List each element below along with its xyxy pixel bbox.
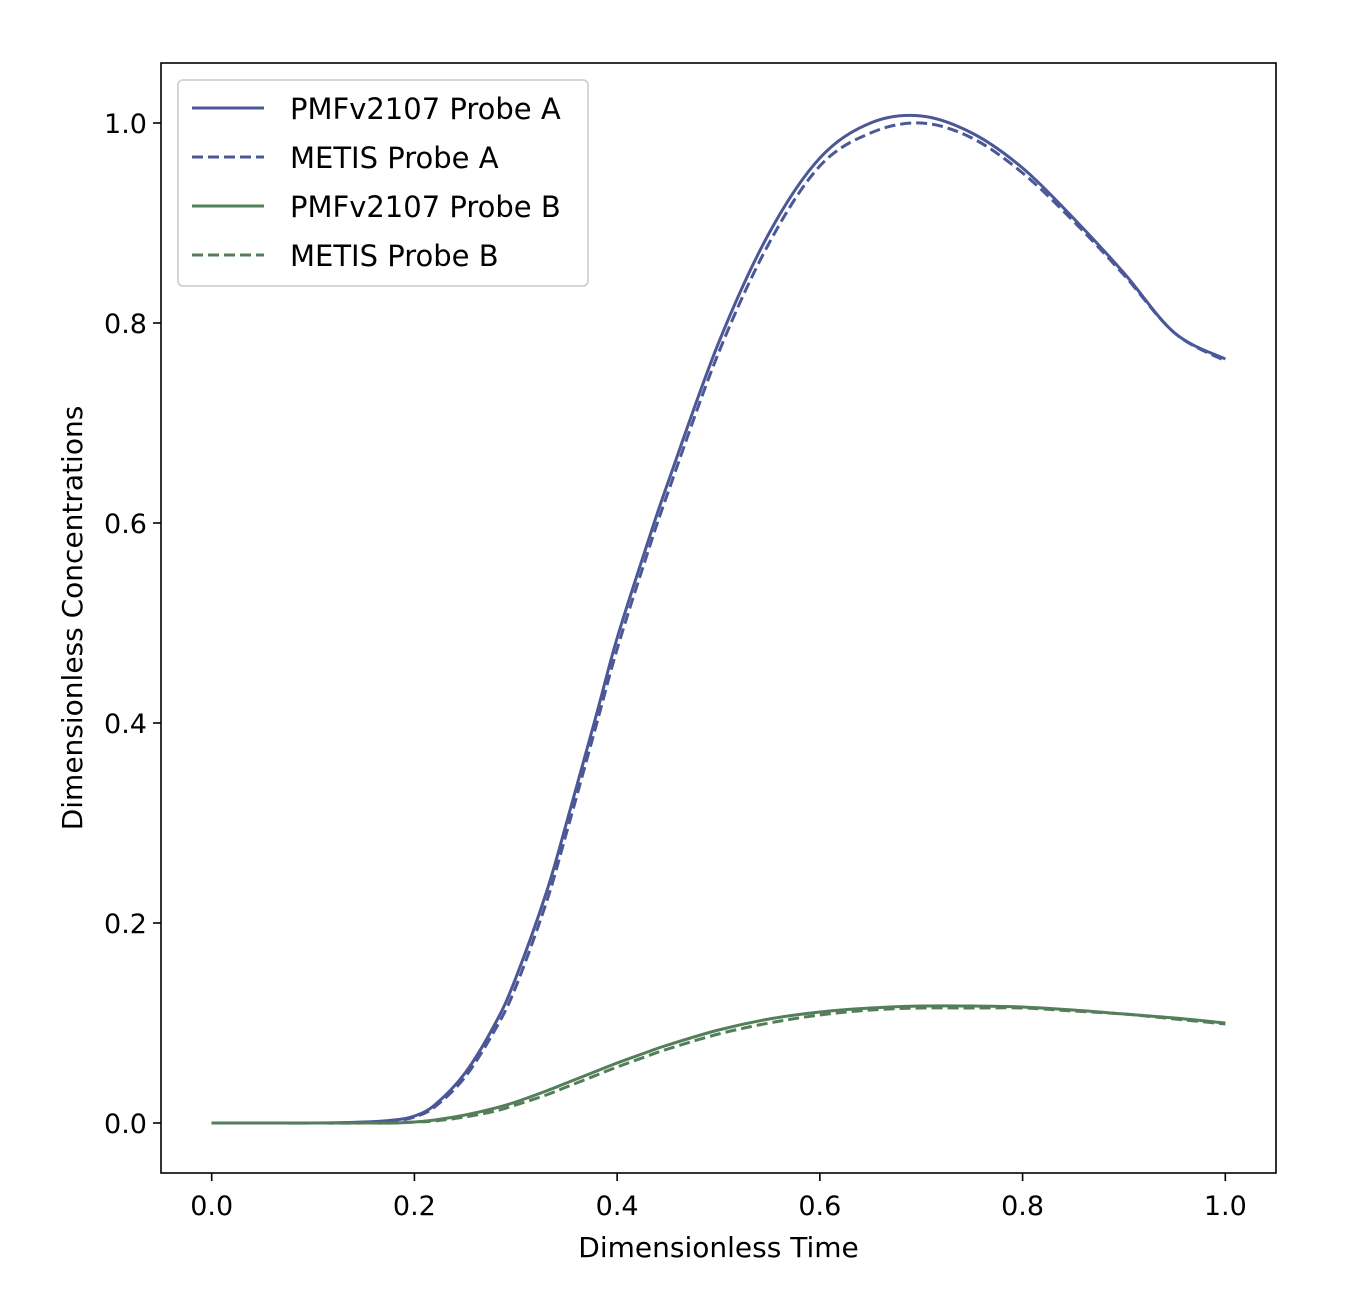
y-tick-label: 0.2	[104, 909, 147, 940]
series-line-pmfv2107-probe-b	[211, 1004, 1226, 1125]
x-tick-label: 1.0	[1204, 1191, 1247, 1222]
y-tick-label: 0.0	[104, 1109, 147, 1140]
x-tick-label: 0.4	[596, 1191, 639, 1222]
legend-box	[177, 79, 589, 287]
legend-label: METIS Probe B	[290, 239, 499, 273]
y-tick-label: 1.0	[104, 109, 147, 140]
y-tick-label: 0.8	[104, 309, 147, 340]
legend-label: PMFv2107 Probe B	[290, 190, 561, 224]
series-layer	[211, 113, 1227, 1125]
y-tick-label: 0.6	[104, 509, 147, 540]
x-axis-label: Dimensionless Time	[578, 1231, 858, 1264]
series-line-metis-probe-b	[211, 1006, 1226, 1125]
series-line-metis-probe-a	[211, 121, 1227, 1125]
y-axis-label: Dimensionless Concentrations	[56, 406, 89, 831]
legend-label: METIS Probe A	[290, 141, 499, 175]
legend: PMFv2107 Probe A METIS Probe A PMFv2107 Pr…	[177, 79, 589, 287]
x-tick-label: 0.0	[190, 1191, 233, 1222]
plot-frame	[160, 62, 1277, 1174]
x-tick-label: 0.6	[798, 1191, 841, 1222]
x-tick-label: 0.2	[393, 1191, 436, 1222]
legend-label: PMFv2107 Probe A	[290, 92, 561, 126]
y-tick-label: 0.4	[104, 709, 147, 740]
x-tick-label: 0.8	[1001, 1191, 1044, 1222]
axes-layer: 0.0 0.2 0.4 0.6 0.8 1.0 0.0 0.2 0.4 0.6 0.8 1.0	[104, 62, 1277, 1222]
